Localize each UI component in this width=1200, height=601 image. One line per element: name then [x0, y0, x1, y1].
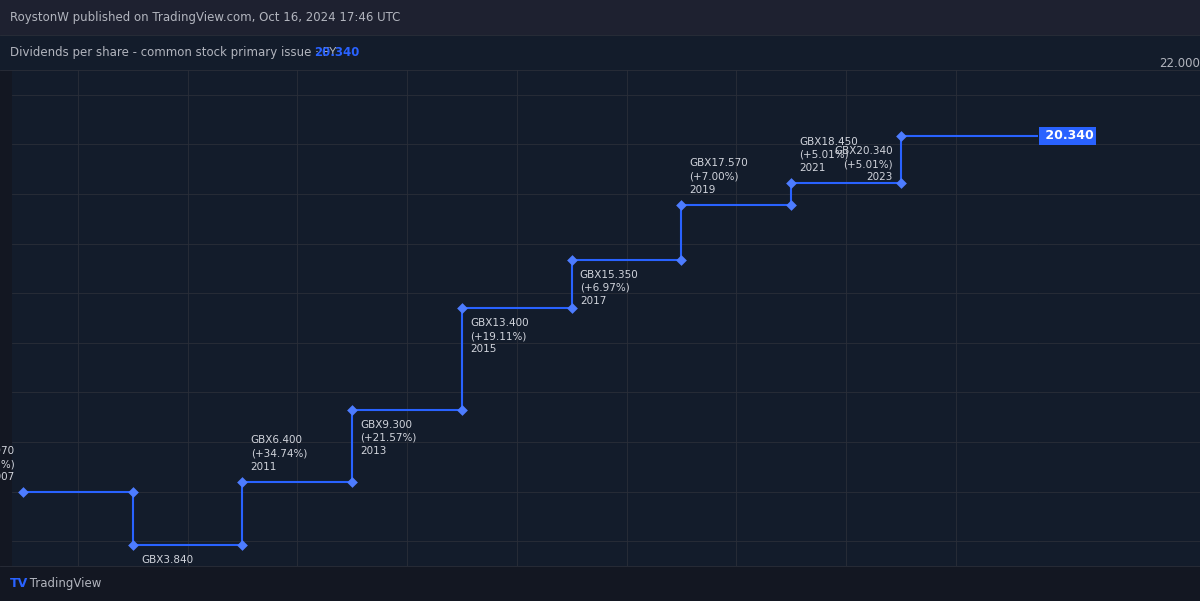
Text: 20.340: 20.340 [314, 46, 360, 59]
Text: 20.340: 20.340 [1042, 129, 1094, 142]
Point [781, 178, 800, 188]
Text: GBX3.840
(-5.42%)
2009: GBX3.840 (-5.42%) 2009 [140, 555, 193, 591]
Text: Dividends per share - common stock primary issue · FY: Dividends per share - common stock prima… [10, 46, 343, 59]
Text: GBX15.350
(+6.97%)
2017: GBX15.350 (+6.97%) 2017 [580, 270, 638, 306]
Point [672, 200, 691, 210]
Point [892, 178, 911, 188]
Point [452, 405, 472, 415]
Point [892, 131, 911, 141]
Text: RoystonW published on TradingView.com, Oct 16, 2024 17:46 UTC: RoystonW published on TradingView.com, O… [10, 11, 400, 24]
Point [342, 477, 361, 486]
Text: GBX9.300
(+21.57%)
2013: GBX9.300 (+21.57%) 2013 [360, 419, 416, 456]
Point [562, 255, 581, 264]
Point [233, 477, 252, 486]
Point [342, 405, 361, 415]
Point [781, 200, 800, 210]
Text: TV: TV [10, 577, 28, 590]
Point [562, 304, 581, 313]
Text: GBX13.400
(+19.11%)
2015: GBX13.400 (+19.11%) 2015 [470, 318, 529, 355]
Text: GBX20.340
(+5.01%)
2023: GBX20.340 (+5.01%) 2023 [834, 146, 893, 182]
Text: TradingView: TradingView [26, 577, 102, 590]
Point [452, 304, 472, 313]
Point [13, 487, 32, 497]
Point [233, 540, 252, 550]
Text: GBX17.570
(+7.00%)
2019: GBX17.570 (+7.00%) 2019 [690, 158, 749, 195]
Text: GBX18.450
(+5.01%)
2021: GBX18.450 (+5.01%) 2021 [799, 136, 858, 173]
Text: 22.000: 22.000 [1159, 57, 1200, 70]
Point [672, 255, 691, 264]
Text: GBX6.400
(+34.74%)
2011: GBX6.400 (+34.74%) 2011 [251, 435, 307, 472]
Text: GBX5.970
(+7.57%)
2007: GBX5.970 (+7.57%) 2007 [0, 446, 14, 483]
Point [124, 540, 143, 550]
Point [124, 487, 143, 497]
